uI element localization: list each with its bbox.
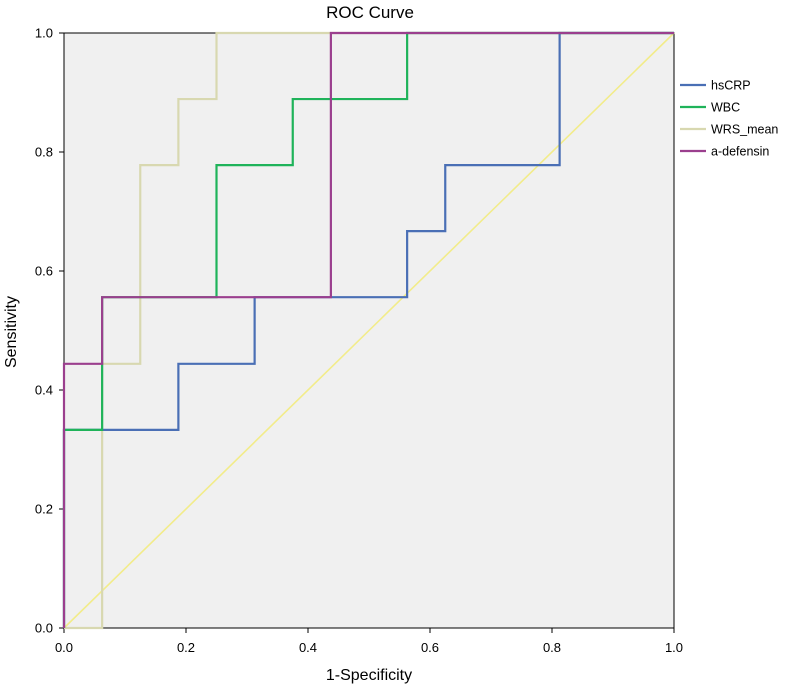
legend-label-wbc: WBC bbox=[711, 101, 740, 115]
x-tick-label: 1.0 bbox=[665, 640, 683, 655]
x-tick-label: 0.0 bbox=[55, 640, 73, 655]
y-tick-label: 1.0 bbox=[35, 26, 53, 41]
chart-title: ROC Curve bbox=[326, 3, 414, 22]
roc-series bbox=[62, 31, 674, 630]
series-line-wbc bbox=[62, 31, 674, 628]
series-line-a-defensin bbox=[62, 31, 674, 628]
x-tick-label: 0.2 bbox=[177, 640, 195, 655]
reference-diagonal bbox=[63, 32, 675, 629]
x-tick-label: 0.8 bbox=[543, 640, 561, 655]
y-tick-label: 0.4 bbox=[35, 383, 53, 398]
x-tick-label: 0.4 bbox=[299, 640, 317, 655]
y-tick-label: 0.2 bbox=[35, 502, 53, 517]
legend-label-a-defensin: a-defensin bbox=[711, 145, 769, 159]
axis-ticks: 0.0 0.2 0.4 0.6 0.8 1.0 0.0 0.2 0.4 0.6 0.8 1.0 bbox=[35, 26, 683, 656]
series-line-hscrp bbox=[62, 31, 674, 628]
y-tick-label: 0.0 bbox=[35, 621, 53, 636]
x-axis-label: 1-Specificity bbox=[326, 667, 412, 684]
y-tick-label: 0.8 bbox=[35, 145, 53, 160]
y-tick-label: 0.6 bbox=[35, 264, 53, 279]
series-line-wrs-mean bbox=[64, 31, 674, 630]
y-axis-label: Sensitivity bbox=[3, 296, 20, 368]
legend-label-hscrp: hsCRP bbox=[711, 79, 751, 93]
legend-label-wrs-mean: WRS_mean bbox=[711, 123, 778, 137]
reference-line bbox=[63, 32, 675, 629]
x-tick-label: 0.6 bbox=[421, 640, 439, 655]
legend: hsCRP WBC WRS_mean a-defensin bbox=[680, 79, 778, 159]
